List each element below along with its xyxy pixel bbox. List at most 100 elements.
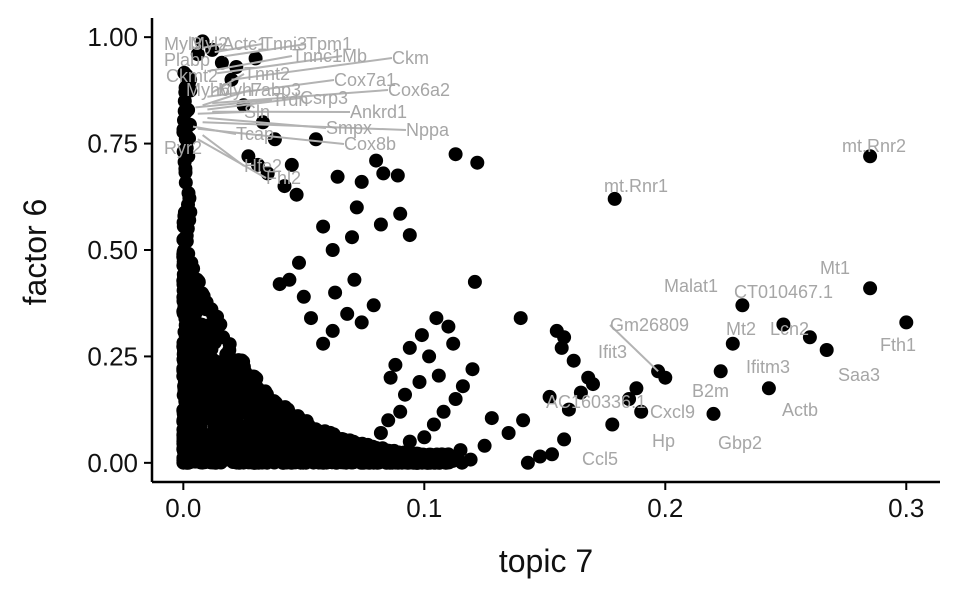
y-tick-label: 0.50 <box>87 235 138 265</box>
data-point <box>501 426 516 440</box>
gene-label: Tnnc1 <box>292 46 342 66</box>
x-axis-title: topic 7 <box>499 543 593 579</box>
gene-label: Malat1 <box>664 276 718 296</box>
y-tick-label: 1.00 <box>87 22 138 52</box>
data-point <box>607 191 622 206</box>
data-point <box>899 315 914 330</box>
data-point <box>181 186 196 201</box>
data-point <box>178 328 193 343</box>
gene-label: Csrp3 <box>300 88 348 108</box>
gene-label: Tcap <box>236 124 274 144</box>
data-point <box>347 272 362 287</box>
data-point <box>205 352 220 367</box>
data-point <box>177 155 192 169</box>
data-point <box>863 149 878 164</box>
data-point <box>176 144 191 159</box>
gene-label: mt.Rnr2 <box>842 136 906 156</box>
y-axis-title: factor 6 <box>17 199 53 306</box>
gene-label: Ckm <box>392 48 429 68</box>
data-point <box>261 454 276 469</box>
gene-label: Fth1 <box>880 335 916 355</box>
x-tick-label: 0.1 <box>406 493 442 523</box>
gene-label: Cox8b <box>344 134 396 154</box>
data-point <box>573 385 588 400</box>
gene-label: Ccl5 <box>582 449 618 469</box>
data-point <box>735 298 750 313</box>
data-point <box>441 319 456 334</box>
data-point <box>177 269 192 284</box>
data-point <box>390 453 405 468</box>
gene-labels: mt.Rnr2 mt.Rnr1 Mt1 CT010467.1 Malat1 Fth1 Mt2… <box>164 34 916 469</box>
gene-label: Myl2 <box>190 34 228 54</box>
data-point <box>244 452 259 467</box>
label-leader-line <box>207 55 293 73</box>
data-point <box>634 404 649 419</box>
data-point <box>290 409 305 424</box>
gene-label: Ankrd1 <box>350 102 407 122</box>
data-point <box>180 221 195 236</box>
data-point <box>453 443 468 458</box>
data-point <box>232 381 247 396</box>
data-point <box>213 455 228 470</box>
data-point <box>266 441 281 456</box>
data-point <box>557 432 572 447</box>
data-point <box>237 424 252 439</box>
gene-label: Ryr2 <box>164 138 202 158</box>
data-point <box>183 317 197 332</box>
y-tick-label: 0.75 <box>87 129 138 159</box>
data-point <box>467 274 482 289</box>
data-point <box>761 381 776 396</box>
data-point <box>513 311 528 326</box>
data-point <box>448 392 463 406</box>
data-point <box>295 452 310 467</box>
data-point <box>214 55 229 70</box>
data-point <box>284 157 299 172</box>
data-point <box>192 419 207 434</box>
gene-label: Myh7 <box>218 80 262 100</box>
label-leader-line <box>207 117 327 129</box>
label-leader-line <box>197 127 345 145</box>
data-point <box>245 369 260 384</box>
y-tick-label: 0.00 <box>87 448 138 478</box>
data-point <box>516 413 531 428</box>
data-point <box>398 387 412 402</box>
data-point <box>193 404 208 419</box>
data-point <box>241 149 256 164</box>
gene-label: Cox6a2 <box>388 80 450 100</box>
data-point <box>179 454 194 469</box>
data-point <box>366 298 381 313</box>
data-point <box>605 417 620 432</box>
x-tick-label: 0.0 <box>165 493 201 523</box>
data-point <box>205 322 220 336</box>
gene-label: Myl3 <box>164 34 202 54</box>
data-point <box>181 413 196 428</box>
data-point <box>376 166 391 181</box>
data-point <box>446 336 461 351</box>
gene-label: Tnnt2 <box>244 64 290 84</box>
data-point <box>289 441 304 455</box>
data-point <box>566 353 581 368</box>
points-layer <box>176 34 914 470</box>
data-point <box>307 453 322 468</box>
label-leader-line <box>207 97 301 111</box>
label-leader-line <box>202 43 223 49</box>
data-point <box>402 434 417 449</box>
data-point <box>557 330 572 345</box>
y-tick-label: 0.25 <box>87 341 138 371</box>
data-point <box>251 157 265 172</box>
data-point <box>373 426 388 440</box>
data-point <box>190 47 205 62</box>
data-point <box>181 424 196 439</box>
gene-label: Ckmt2 <box>166 66 218 86</box>
gene-label: Gbp2 <box>718 433 762 453</box>
data-point <box>260 396 275 411</box>
gene-label: Ifitm3 <box>746 357 790 377</box>
gene-label: B2m <box>692 381 729 401</box>
data-point <box>373 217 388 232</box>
gene-label: Mt1 <box>820 258 850 278</box>
label-leader-line <box>211 73 245 94</box>
gene-label: Gm26809 <box>610 315 689 335</box>
data-point <box>223 359 238 374</box>
data-point <box>238 393 253 408</box>
